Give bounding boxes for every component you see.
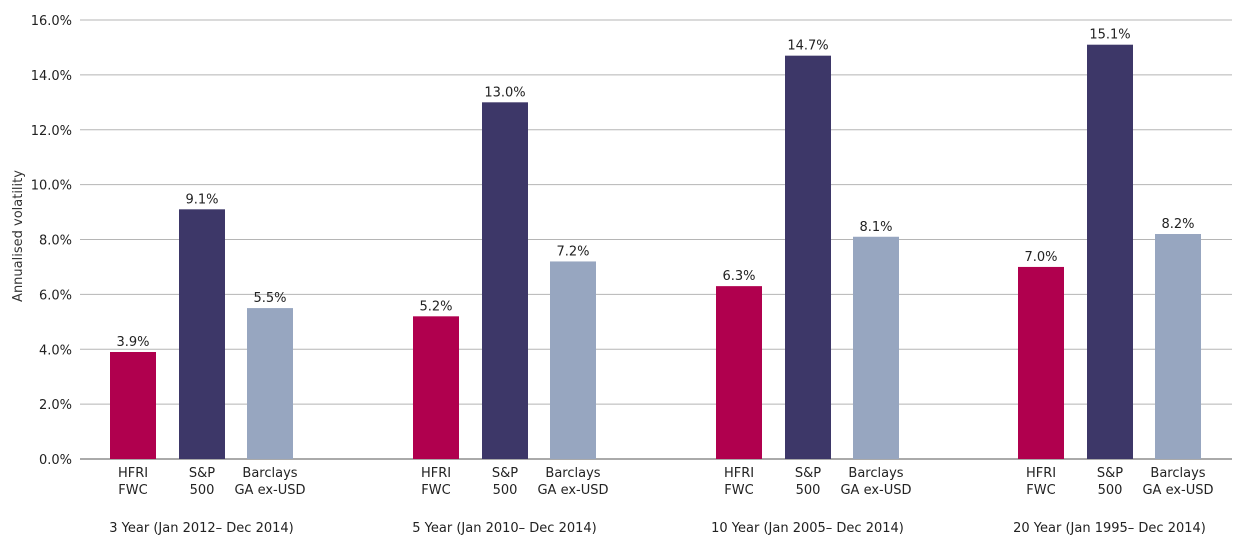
y-tick-label: 6.0% bbox=[39, 288, 72, 303]
y-tick-label: 10.0% bbox=[31, 179, 72, 194]
data-label: 13.0% bbox=[484, 85, 525, 100]
y-tick-label: 8.0% bbox=[39, 234, 72, 249]
group-label: 10 Year (Jan 2005– Dec 2014) bbox=[711, 521, 904, 536]
category-label: GA ex-USD bbox=[840, 483, 911, 498]
bar bbox=[1018, 266, 1064, 459]
category-label: FWC bbox=[118, 483, 147, 498]
category-label: Barclays bbox=[1150, 466, 1205, 481]
data-label: 5.2% bbox=[419, 299, 452, 314]
category-label: S&P bbox=[189, 466, 215, 481]
group-label: 3 Year (Jan 2012– Dec 2014) bbox=[109, 521, 293, 536]
y-axis-label: Annualised volatility bbox=[11, 170, 26, 302]
data-label: 9.1% bbox=[185, 192, 218, 207]
category-label: S&P bbox=[492, 466, 518, 481]
data-label: 8.1% bbox=[859, 220, 892, 235]
category-label: 500 bbox=[1098, 483, 1123, 498]
y-tick-label: 12.0% bbox=[31, 124, 72, 139]
bar bbox=[853, 236, 899, 459]
bar bbox=[110, 351, 156, 459]
data-label: 7.0% bbox=[1024, 250, 1057, 265]
y-tick-label: 16.0% bbox=[31, 14, 72, 29]
data-label: 3.9% bbox=[116, 335, 149, 350]
data-label: 5.5% bbox=[253, 291, 286, 306]
y-tick-label: 4.0% bbox=[39, 343, 72, 358]
data-label: 6.3% bbox=[722, 269, 755, 284]
category-label: FWC bbox=[421, 483, 450, 498]
category-label: 500 bbox=[190, 483, 215, 498]
category-label: S&P bbox=[795, 466, 821, 481]
y-tick-label: 14.0% bbox=[31, 69, 72, 84]
bar bbox=[179, 209, 225, 459]
category-label: Barclays bbox=[545, 466, 600, 481]
bar bbox=[413, 316, 459, 459]
category-label: HFRI bbox=[724, 466, 754, 481]
bar bbox=[1155, 234, 1201, 459]
bar bbox=[785, 55, 831, 459]
y-tick-label: 0.0% bbox=[39, 453, 72, 468]
category-label: Barclays bbox=[848, 466, 903, 481]
category-label: S&P bbox=[1097, 466, 1123, 481]
category-label: HFRI bbox=[118, 466, 148, 481]
group-label: 20 Year (Jan 1995– Dec 2014) bbox=[1013, 521, 1206, 536]
category-label: FWC bbox=[724, 483, 753, 498]
category-label: 500 bbox=[796, 483, 821, 498]
category-label: FWC bbox=[1026, 483, 1055, 498]
bar bbox=[716, 286, 762, 459]
y-tick-label: 2.0% bbox=[39, 398, 72, 413]
group-label: 5 Year (Jan 2010– Dec 2014) bbox=[412, 521, 596, 536]
bar bbox=[550, 261, 596, 459]
bar bbox=[482, 102, 528, 459]
data-label: 14.7% bbox=[787, 39, 828, 54]
data-label: 7.2% bbox=[556, 244, 589, 259]
category-label: 500 bbox=[493, 483, 518, 498]
category-label: HFRI bbox=[421, 466, 451, 481]
category-label: Barclays bbox=[242, 466, 297, 481]
category-label: GA ex-USD bbox=[537, 483, 608, 498]
bar bbox=[1087, 44, 1133, 459]
data-label: 8.2% bbox=[1161, 217, 1194, 232]
category-label: GA ex-USD bbox=[1142, 483, 1213, 498]
category-label: GA ex-USD bbox=[234, 483, 305, 498]
category-label: HFRI bbox=[1026, 466, 1056, 481]
data-label: 15.1% bbox=[1089, 28, 1130, 43]
bar bbox=[247, 308, 293, 459]
